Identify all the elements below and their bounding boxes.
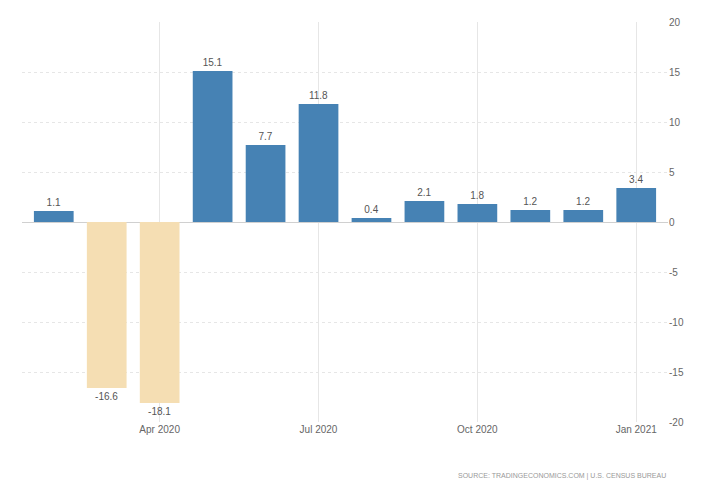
svg-text:-18.1: -18.1	[148, 406, 171, 417]
svg-text:10: 10	[669, 117, 681, 128]
svg-text:-15: -15	[669, 367, 684, 378]
svg-text:1.2: 1.2	[523, 196, 537, 207]
svg-text:20: 20	[669, 17, 681, 28]
svg-text:-5: -5	[669, 267, 678, 278]
svg-text:Oct 2020: Oct 2020	[457, 424, 498, 435]
svg-text:Jul 2020: Jul 2020	[300, 424, 338, 435]
svg-text:15.1: 15.1	[203, 57, 223, 68]
svg-text:2.1: 2.1	[417, 187, 431, 198]
svg-text:Jan 2021: Jan 2021	[616, 424, 658, 435]
svg-text:15: 15	[669, 67, 681, 78]
svg-text:-16.6: -16.6	[95, 391, 118, 402]
svg-text:0.4: 0.4	[364, 204, 378, 215]
svg-text:1.8: 1.8	[470, 190, 484, 201]
svg-text:-10: -10	[669, 317, 684, 328]
svg-text:Apr 2020: Apr 2020	[139, 424, 180, 435]
svg-text:0: 0	[669, 217, 675, 228]
svg-text:5: 5	[669, 167, 675, 178]
svg-text:7.7: 7.7	[258, 131, 272, 142]
svg-text:11.8: 11.8	[309, 90, 328, 101]
svg-text:1.1: 1.1	[47, 197, 61, 208]
svg-text:3.4: 3.4	[629, 174, 643, 185]
svg-text:-20: -20	[669, 417, 684, 428]
svg-text:SOURCE: TRADINGECONOMICS.COM |: SOURCE: TRADINGECONOMICS.COM | U.S. CENS…	[458, 472, 666, 480]
svg-text:1.2: 1.2	[576, 196, 590, 207]
